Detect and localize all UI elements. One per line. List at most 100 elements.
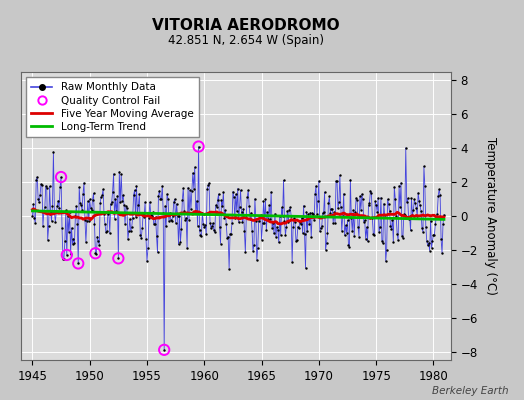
Point <box>312 183 320 189</box>
Point <box>215 224 224 230</box>
Point <box>225 265 233 272</box>
Point <box>381 258 390 264</box>
Point <box>307 234 315 240</box>
Point <box>84 217 93 224</box>
Point <box>283 208 291 214</box>
Point <box>272 234 280 240</box>
Point <box>395 182 403 189</box>
Point <box>206 219 214 226</box>
Point <box>414 190 422 196</box>
Point <box>199 221 208 227</box>
Point <box>171 220 180 226</box>
Point <box>254 245 262 251</box>
Point <box>49 149 58 155</box>
Point <box>154 249 162 256</box>
Point <box>347 215 355 222</box>
Point <box>138 225 146 231</box>
Point <box>46 183 54 189</box>
Point <box>201 222 210 228</box>
Point <box>358 196 367 202</box>
Point <box>80 180 88 186</box>
Point <box>41 183 50 189</box>
Point <box>302 208 311 215</box>
Point <box>440 212 448 218</box>
Point <box>323 230 332 236</box>
Point <box>386 223 395 229</box>
Point <box>132 183 140 189</box>
Point <box>94 238 103 244</box>
Point <box>364 202 373 208</box>
Point <box>114 255 123 262</box>
Point <box>189 170 197 176</box>
Point <box>48 202 57 209</box>
Point <box>340 190 348 197</box>
Point <box>277 232 285 238</box>
Point <box>255 218 263 224</box>
Point <box>342 222 350 228</box>
Point <box>98 192 106 198</box>
Point <box>299 202 308 209</box>
Point <box>234 219 243 226</box>
Point <box>148 209 157 216</box>
Point <box>177 226 185 232</box>
Point <box>293 236 301 243</box>
Point <box>303 227 312 234</box>
Point <box>200 224 209 231</box>
Point <box>385 208 394 214</box>
Point <box>431 221 440 228</box>
Point <box>328 206 336 213</box>
Point <box>101 221 109 227</box>
Point <box>37 181 45 187</box>
Point <box>393 231 401 237</box>
Point <box>124 236 132 242</box>
Point <box>75 184 83 190</box>
Point <box>150 221 159 227</box>
Point <box>235 203 244 210</box>
Point <box>331 220 340 226</box>
Point <box>191 164 199 170</box>
Point <box>67 250 75 257</box>
Point <box>428 244 436 251</box>
Point <box>104 211 112 217</box>
Point <box>252 218 260 224</box>
Point <box>249 248 257 254</box>
Point <box>374 195 383 201</box>
Point <box>91 250 100 256</box>
Point <box>396 204 404 210</box>
Point <box>132 214 140 220</box>
Point <box>39 223 47 230</box>
Point <box>169 213 177 219</box>
Point <box>91 250 100 256</box>
Point <box>78 207 86 213</box>
Point <box>145 214 153 221</box>
Point <box>339 212 347 219</box>
Point <box>243 194 252 200</box>
Point <box>413 212 421 219</box>
Point <box>365 200 374 206</box>
Point <box>229 188 237 195</box>
Point <box>128 215 137 221</box>
Point <box>130 187 139 193</box>
Point <box>228 220 236 226</box>
Point <box>294 225 303 232</box>
Point <box>55 205 63 211</box>
Point <box>238 219 247 226</box>
Point <box>210 227 218 234</box>
Point <box>187 206 195 212</box>
Point <box>248 227 256 234</box>
Point <box>387 226 396 232</box>
Point <box>159 210 168 216</box>
Point <box>217 197 226 204</box>
Point <box>416 202 424 209</box>
Point <box>166 209 174 216</box>
Point <box>149 221 158 227</box>
Point <box>28 213 37 219</box>
Point <box>161 203 169 210</box>
Point <box>427 217 435 224</box>
Point <box>259 198 268 204</box>
Point <box>246 216 254 222</box>
Point <box>406 213 414 220</box>
Point <box>236 187 245 193</box>
Point <box>103 228 111 234</box>
Point <box>371 198 379 204</box>
